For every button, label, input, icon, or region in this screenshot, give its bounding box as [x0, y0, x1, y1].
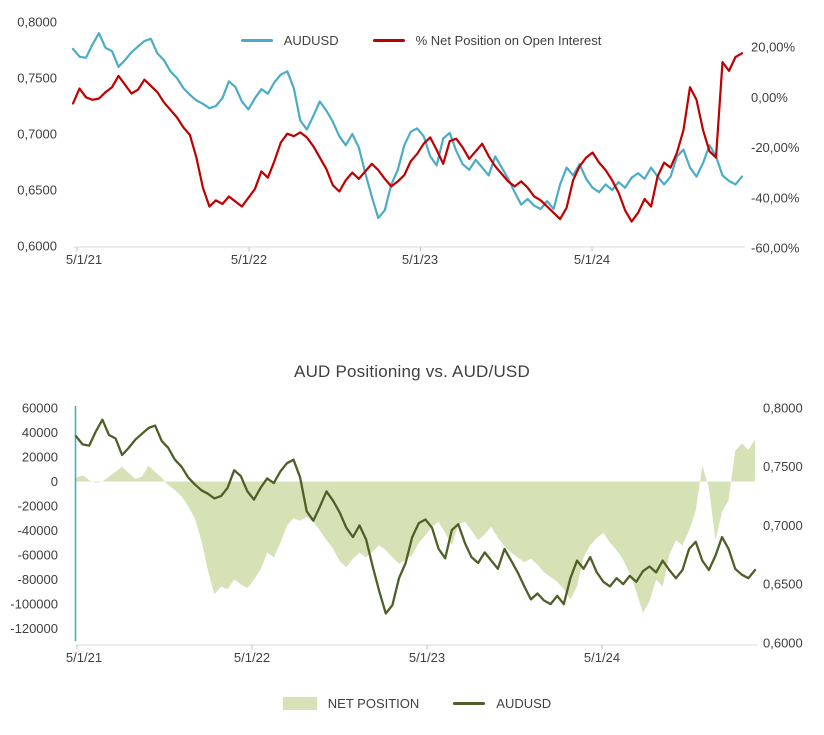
y-axis-right-label: -40,00%	[751, 190, 800, 205]
x-axis-label: 5/1/21	[66, 650, 102, 665]
x-axis-label: 5/1/24	[584, 650, 620, 665]
bottom-chart-title: AUD Positioning vs. AUD/USD	[294, 362, 530, 381]
y-axis-left-label: 20000	[22, 450, 58, 465]
y-axis-left-label: -80000	[18, 572, 58, 587]
y-axis-left-label: 0,7000	[17, 127, 57, 142]
y-axis-right-label: -20,00%	[751, 140, 800, 155]
y-axis-left-label: -120000	[10, 621, 58, 636]
y-axis-right-label: 0,7000	[763, 518, 803, 533]
x-axis-label: 5/1/23	[409, 650, 445, 665]
aud-positioning-chart: 60000 40000 20000 0 -20000 -40000 -60000 -80000…	[10, 401, 803, 666]
audusd-vs-net-position-chart: 0,8000 0,7500 0,7000 0,6500 0,6000 20,00% 0,00…	[17, 15, 800, 268]
y-axis-left-label: 40000	[22, 425, 58, 440]
y-axis-left-label: -20000	[18, 499, 58, 514]
x-axis-label: 5/1/24	[574, 252, 610, 267]
x-axis-label: 5/1/21	[66, 252, 102, 267]
y-axis-left-label: 0,8000	[17, 15, 57, 30]
y-axis-left-label: 0,6000	[17, 239, 57, 254]
net-position-pct-line	[71, 52, 744, 223]
y-axis-left-label: 0,6500	[17, 183, 57, 198]
y-axis-right-label: 0,6500	[763, 577, 803, 592]
y-axis-left-label: -100000	[10, 597, 58, 612]
y-axis-left-label: 60000	[22, 401, 58, 416]
x-axis-label: 5/1/23	[402, 252, 438, 267]
audusd-line-swatch-bottom	[453, 702, 486, 705]
y-axis-right-label: 0,7500	[763, 459, 803, 474]
y-axis-left-label: 0,7500	[17, 71, 57, 86]
y-axis-right-label: -60,00%	[751, 241, 800, 256]
y-axis-right-label: 0,6000	[763, 635, 803, 650]
y-axis-left-label: -40000	[18, 523, 58, 538]
y-axis-left-label: 0	[51, 474, 58, 489]
y-axis-right-label: 20,00%	[751, 40, 796, 55]
x-axis-label: 5/1/22	[234, 650, 270, 665]
net-position-area	[76, 439, 755, 613]
audusd-line	[74, 418, 757, 615]
x-axis-label: 5/1/22	[231, 252, 267, 267]
audusd-line	[71, 32, 744, 220]
y-axis-right-label: 0,8000	[763, 401, 803, 416]
y-axis-left-label: -60000	[18, 548, 58, 563]
y-axis-right-label: 0,00%	[751, 90, 788, 105]
